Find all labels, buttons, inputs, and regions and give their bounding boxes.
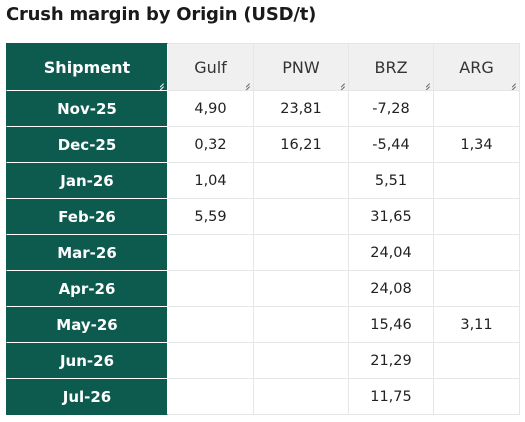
row-header: Mar-26	[6, 235, 168, 271]
table-cell: 5,51	[349, 163, 434, 199]
table-cell	[254, 235, 349, 271]
table-cell	[168, 379, 254, 415]
row-header: Feb-26	[6, 199, 168, 235]
table-cell: 24,08	[349, 271, 434, 307]
table-row: Mar-26 24,04	[6, 235, 520, 271]
table-cell	[434, 379, 520, 415]
table-cell	[434, 199, 520, 235]
table-row: Dec-25 0,32 16,21 -5,44 1,34	[6, 127, 520, 163]
table-row: May-26 15,46 3,11	[6, 307, 520, 343]
resize-handle-icon[interactable]	[508, 79, 516, 87]
table-row: Apr-26 24,08	[6, 271, 520, 307]
row-header: Jul-26	[6, 379, 168, 415]
header-row: Shipment Gulf PNW BRZ ARG	[6, 43, 520, 91]
table-cell: 23,81	[254, 91, 349, 127]
column-header-label: ARG	[459, 57, 494, 77]
table-row: Jul-26 11,75	[6, 379, 520, 415]
table-cell: 3,11	[434, 307, 520, 343]
table-cell: 11,75	[349, 379, 434, 415]
table-cell: 4,90	[168, 91, 254, 127]
table-cell: 16,21	[254, 127, 349, 163]
table-cell	[434, 235, 520, 271]
table-row: Feb-26 5,59 31,65	[6, 199, 520, 235]
chart-title: Crush margin by Origin (USD/t)	[6, 4, 317, 25]
table-cell: 1,34	[434, 127, 520, 163]
resize-handle-icon[interactable]	[156, 79, 164, 87]
table-cell: 0,32	[168, 127, 254, 163]
table-cell	[434, 271, 520, 307]
column-header-label: Gulf	[194, 57, 227, 77]
table-cell	[254, 343, 349, 379]
column-header-pnw[interactable]: PNW	[254, 43, 349, 91]
table-cell: 21,29	[349, 343, 434, 379]
column-header-brz[interactable]: BRZ	[349, 43, 434, 91]
table-cell	[254, 271, 349, 307]
row-header: May-26	[6, 307, 168, 343]
data-table: Shipment Gulf PNW BRZ ARG Nov-25	[6, 43, 520, 415]
table-cell	[254, 199, 349, 235]
table-cell	[434, 163, 520, 199]
column-header-label: Shipment	[43, 57, 131, 77]
table-cell	[168, 271, 254, 307]
table-row: Nov-25 4,90 23,81 -7,28	[6, 91, 520, 127]
table-cell: 1,04	[168, 163, 254, 199]
table-row: Jan-26 1,04 5,51	[6, 163, 520, 199]
column-header-gulf[interactable]: Gulf	[168, 43, 254, 91]
row-header: Dec-25	[6, 127, 168, 163]
table-cell: 24,04	[349, 235, 434, 271]
resize-handle-icon[interactable]	[422, 79, 430, 87]
table-row: Jun-26 21,29	[6, 343, 520, 379]
table-cell	[434, 343, 520, 379]
table-cell	[168, 307, 254, 343]
column-header-arg[interactable]: ARG	[434, 43, 520, 91]
table-cell	[254, 163, 349, 199]
table-cell	[168, 235, 254, 271]
resize-handle-icon[interactable]	[337, 79, 345, 87]
column-header-label: BRZ	[374, 57, 408, 77]
table-cell	[254, 307, 349, 343]
table-cell	[254, 379, 349, 415]
row-header: Nov-25	[6, 91, 168, 127]
table-cell: -5,44	[349, 127, 434, 163]
table-cell: 5,59	[168, 199, 254, 235]
row-header: Jan-26	[6, 163, 168, 199]
table-cell	[168, 343, 254, 379]
row-header: Jun-26	[6, 343, 168, 379]
table-cell: 15,46	[349, 307, 434, 343]
column-header-shipment[interactable]: Shipment	[6, 43, 168, 91]
table-cell	[434, 91, 520, 127]
table-cell: -7,28	[349, 91, 434, 127]
row-header: Apr-26	[6, 271, 168, 307]
column-header-label: PNW	[282, 57, 320, 77]
resize-handle-icon[interactable]	[242, 79, 250, 87]
table-cell: 31,65	[349, 199, 434, 235]
